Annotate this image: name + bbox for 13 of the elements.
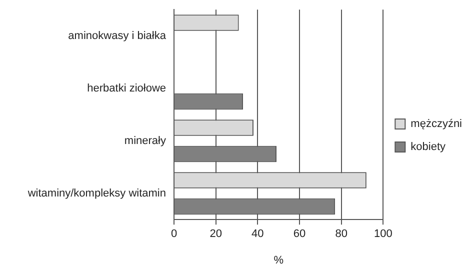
y-tick-label: minerały: [124, 134, 166, 147]
legend-label: kobiety: [410, 141, 446, 154]
x-tick-label: 40: [252, 228, 264, 240]
x-tick-label: 80: [335, 228, 348, 240]
y-tick-label: aminokwasy i białka: [68, 30, 167, 42]
x-axis-title: %: [274, 254, 284, 266]
x-tick-label: 0: [170, 228, 178, 240]
x-tick-label: 60: [293, 228, 306, 240]
x-tick-label: 100: [374, 228, 392, 240]
x-tick-label: 20: [210, 228, 222, 240]
legend-label: mężczyźni: [410, 118, 462, 130]
y-tick-label: witaminy/kompleksy witamin: [26, 187, 166, 200]
y-tick-label: herbatki ziołowe: [87, 82, 166, 94]
